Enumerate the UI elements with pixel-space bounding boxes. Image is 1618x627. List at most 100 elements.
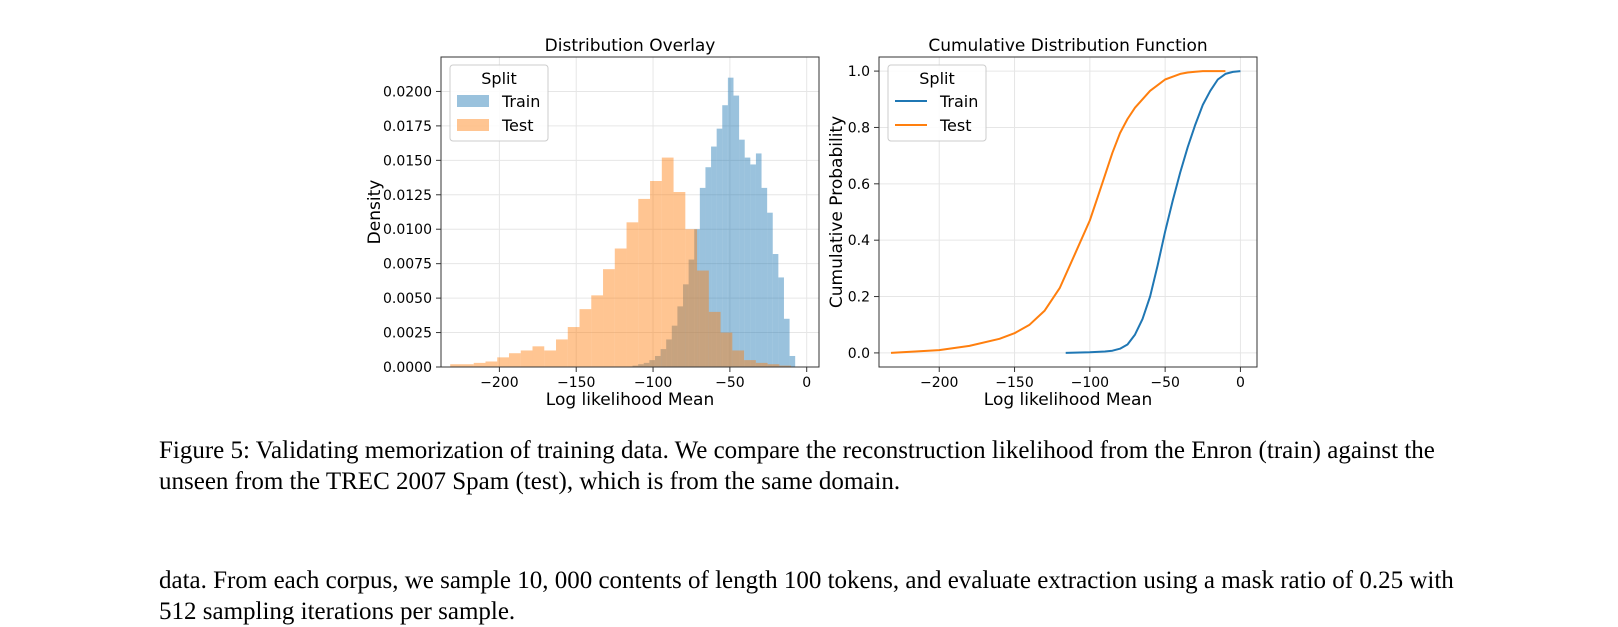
histogram-bar-test: [567, 327, 580, 367]
cdf-lines: [890, 70, 1241, 354]
histogram-bar-test: [697, 270, 709, 367]
histogram-bar-train: [654, 355, 661, 367]
histogram-bar-test: [556, 339, 568, 367]
histogram-bar-test: [461, 364, 474, 367]
histogram-bar-test: [532, 346, 545, 367]
histogram-bar-test: [650, 181, 662, 367]
histogram-bar-train: [727, 77, 734, 368]
histogram-bar-train: [744, 157, 751, 367]
histogram-bar-test: [603, 269, 615, 367]
cdf-y-tick-label: 1.0: [848, 64, 870, 80]
histogram-bar-train: [688, 259, 695, 367]
histogram-bar-test: [720, 332, 733, 367]
histogram-bar-test: [485, 361, 498, 367]
histogram-x-tick-label: −200: [480, 375, 518, 391]
histogram-bar-train: [733, 95, 740, 368]
histogram-bar-test: [450, 364, 462, 367]
histogram-bar-train: [638, 364, 644, 367]
cdf-title: Cumulative Distribution Function: [928, 36, 1207, 56]
histogram-legend-swatch-train: [457, 95, 489, 107]
histogram-ylabel: Density: [365, 180, 385, 245]
histogram-bar-train: [783, 318, 790, 367]
cdf-legend-box: [887, 64, 987, 142]
histogram-bar-test: [591, 295, 604, 367]
histogram-y-tick-label: 0.0200: [383, 84, 432, 100]
histogram-bar-train: [705, 167, 712, 367]
histogram-bar-train: [772, 254, 779, 367]
histogram-axes-frame: [440, 56, 820, 368]
histogram-bar-train: [699, 187, 706, 367]
histogram-bar-train: [694, 229, 700, 367]
cdf-xlabel: Log likelihood Mean: [984, 390, 1152, 410]
histogram-bar-test: [508, 353, 521, 367]
histogram-bar-train: [750, 164, 756, 367]
histogram-legend-box: [449, 64, 549, 142]
histogram-bar-train: [761, 187, 768, 367]
histogram-bar-test: [673, 192, 686, 367]
figure-caption: Figure 5: Validating memorization of tra…: [159, 437, 1435, 495]
histogram-x-ticks: −200 −150 −100 −50 0: [480, 367, 811, 391]
histogram-y-tick-label: 0.0050: [383, 291, 432, 307]
histogram-y-ticks: 0.0000 0.0025 0.0050 0.0075 0.0100 0.0125 0.01…: [383, 84, 441, 376]
histogram-y-tick-label: 0.0000: [383, 360, 432, 376]
histogram-y-tick-label: 0.0075: [383, 257, 432, 273]
histogram-panel: Distribution Overlay −200 −150 −100 −50 0 0.…: [365, 36, 820, 410]
histogram-bar-test: [614, 248, 627, 367]
histogram-bar-train: [716, 128, 723, 367]
histogram-bar-test: [779, 365, 792, 367]
histogram-y-tick-label: 0.0025: [383, 326, 432, 342]
cdf-x-tick-label: −50: [1150, 375, 1180, 391]
cdf-legend: Split Train Test: [887, 64, 987, 142]
histogram-bar-test: [497, 357, 509, 367]
histogram-bar-test: [626, 222, 639, 367]
cdf-legend-label-train: Train: [939, 92, 978, 111]
histogram-bars: [450, 77, 796, 368]
histogram-bar-test: [755, 362, 768, 367]
histogram-bar-train: [643, 362, 650, 367]
histogram-bar-test: [544, 350, 557, 367]
cdf-x-tick-label: −200: [920, 375, 958, 391]
cdf-panel: Cumulative Distribution Function −200 −15…: [827, 36, 1258, 410]
cdf-legend-title: Split: [919, 69, 954, 88]
histogram-y-tick-label: 0.0125: [383, 188, 432, 204]
histogram-bar-test: [579, 309, 592, 367]
histogram-bar-train: [649, 360, 655, 367]
histogram-legend-label-train: Train: [501, 92, 540, 111]
cdf-legend-label-test: Test: [939, 116, 972, 135]
histogram-bar-train: [671, 325, 678, 367]
histogram-y-tick-label: 0.0175: [383, 119, 432, 135]
cdf-axes-frame: [878, 56, 1258, 368]
histogram-y-tick-label: 0.0100: [383, 222, 432, 238]
histogram-bar-test: [473, 362, 486, 367]
histogram-legend-title: Split: [481, 69, 516, 88]
cdf-x-tick-label: −100: [1071, 375, 1109, 391]
cdf-ylabel: Cumulative Probability: [827, 116, 847, 308]
cdf-y-tick-label: 0.6: [848, 177, 870, 193]
cdf-y-tick-label: 0.2: [848, 290, 870, 306]
histogram-bar-train: [739, 139, 745, 367]
histogram-x-tick-label: −150: [557, 375, 595, 391]
histogram-legend: Split Train Test: [449, 64, 549, 142]
histogram-x-tick-label: −50: [715, 375, 745, 391]
cdf-line-train: [1065, 70, 1241, 354]
histogram-bar-train: [666, 339, 672, 367]
histogram-bar-train: [683, 284, 689, 367]
histogram-y-tick-label: 0.0150: [383, 153, 432, 169]
histogram-xlabel: Log likelihood Mean: [546, 390, 714, 410]
histogram-bar-train: [778, 277, 784, 367]
histogram-bar-train: [789, 355, 796, 367]
cdf-y-tick-label: 0.4: [848, 233, 870, 249]
histogram-bar-train: [632, 365, 639, 367]
histogram-bar-test: [661, 157, 674, 367]
histogram-bar-test: [685, 229, 698, 367]
histogram-legend-swatch-test: [457, 119, 489, 131]
cdf-y-tick-label: 0.8: [848, 120, 870, 136]
histogram-bar-train: [677, 306, 684, 367]
histogram-bar-train: [660, 349, 667, 367]
histogram-title: Distribution Overlay: [545, 36, 716, 56]
histogram-bar-train: [722, 105, 728, 367]
body-paragraph: data. From each corpus, we sample 10, 00…: [159, 567, 1454, 625]
histogram-bar-train: [711, 146, 717, 367]
histogram-x-tick-label: −100: [634, 375, 672, 391]
cdf-x-tick-label: −150: [995, 375, 1033, 391]
